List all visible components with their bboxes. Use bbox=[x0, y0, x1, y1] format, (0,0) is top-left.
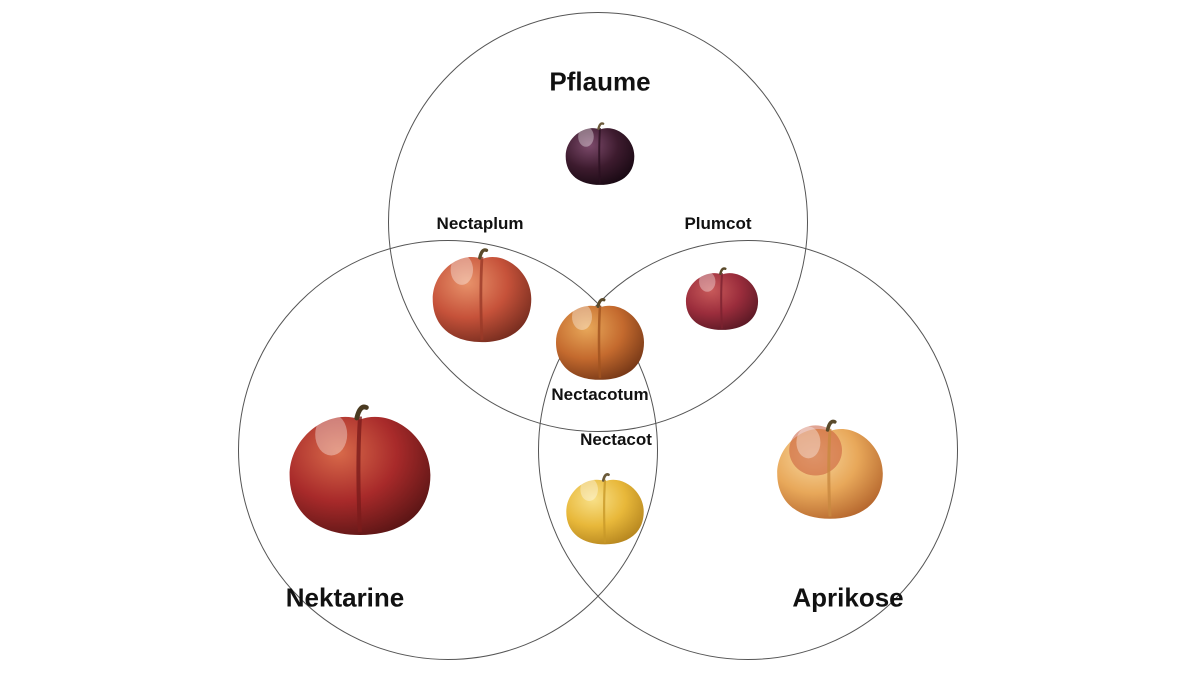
sub-label-nectaplum: Nectaplum bbox=[437, 214, 524, 234]
fruit-plum bbox=[561, 117, 639, 194]
main-label-nektarine: Nektarine bbox=[286, 583, 405, 614]
venn-diagram: Pflaume Nektarine Aprikose Nectaplum Plumcot… bbox=[0, 0, 1200, 675]
fruit-aprikose bbox=[770, 411, 890, 530]
fruit-nektarine bbox=[280, 393, 440, 548]
main-label-aprikose: Aprikose bbox=[792, 583, 903, 614]
fruit-nectacot bbox=[561, 467, 649, 554]
fruit-nectacotum bbox=[550, 291, 650, 390]
main-label-pflaume: Pflaume bbox=[549, 67, 650, 98]
fruit-nectaplum bbox=[426, 240, 538, 353]
fruit-plumcot bbox=[681, 262, 763, 339]
sub-label-nectacot: Nectacot bbox=[580, 430, 652, 450]
sub-label-nectacotum: Nectacotum bbox=[551, 385, 648, 405]
sub-label-plumcot: Plumcot bbox=[684, 214, 751, 234]
